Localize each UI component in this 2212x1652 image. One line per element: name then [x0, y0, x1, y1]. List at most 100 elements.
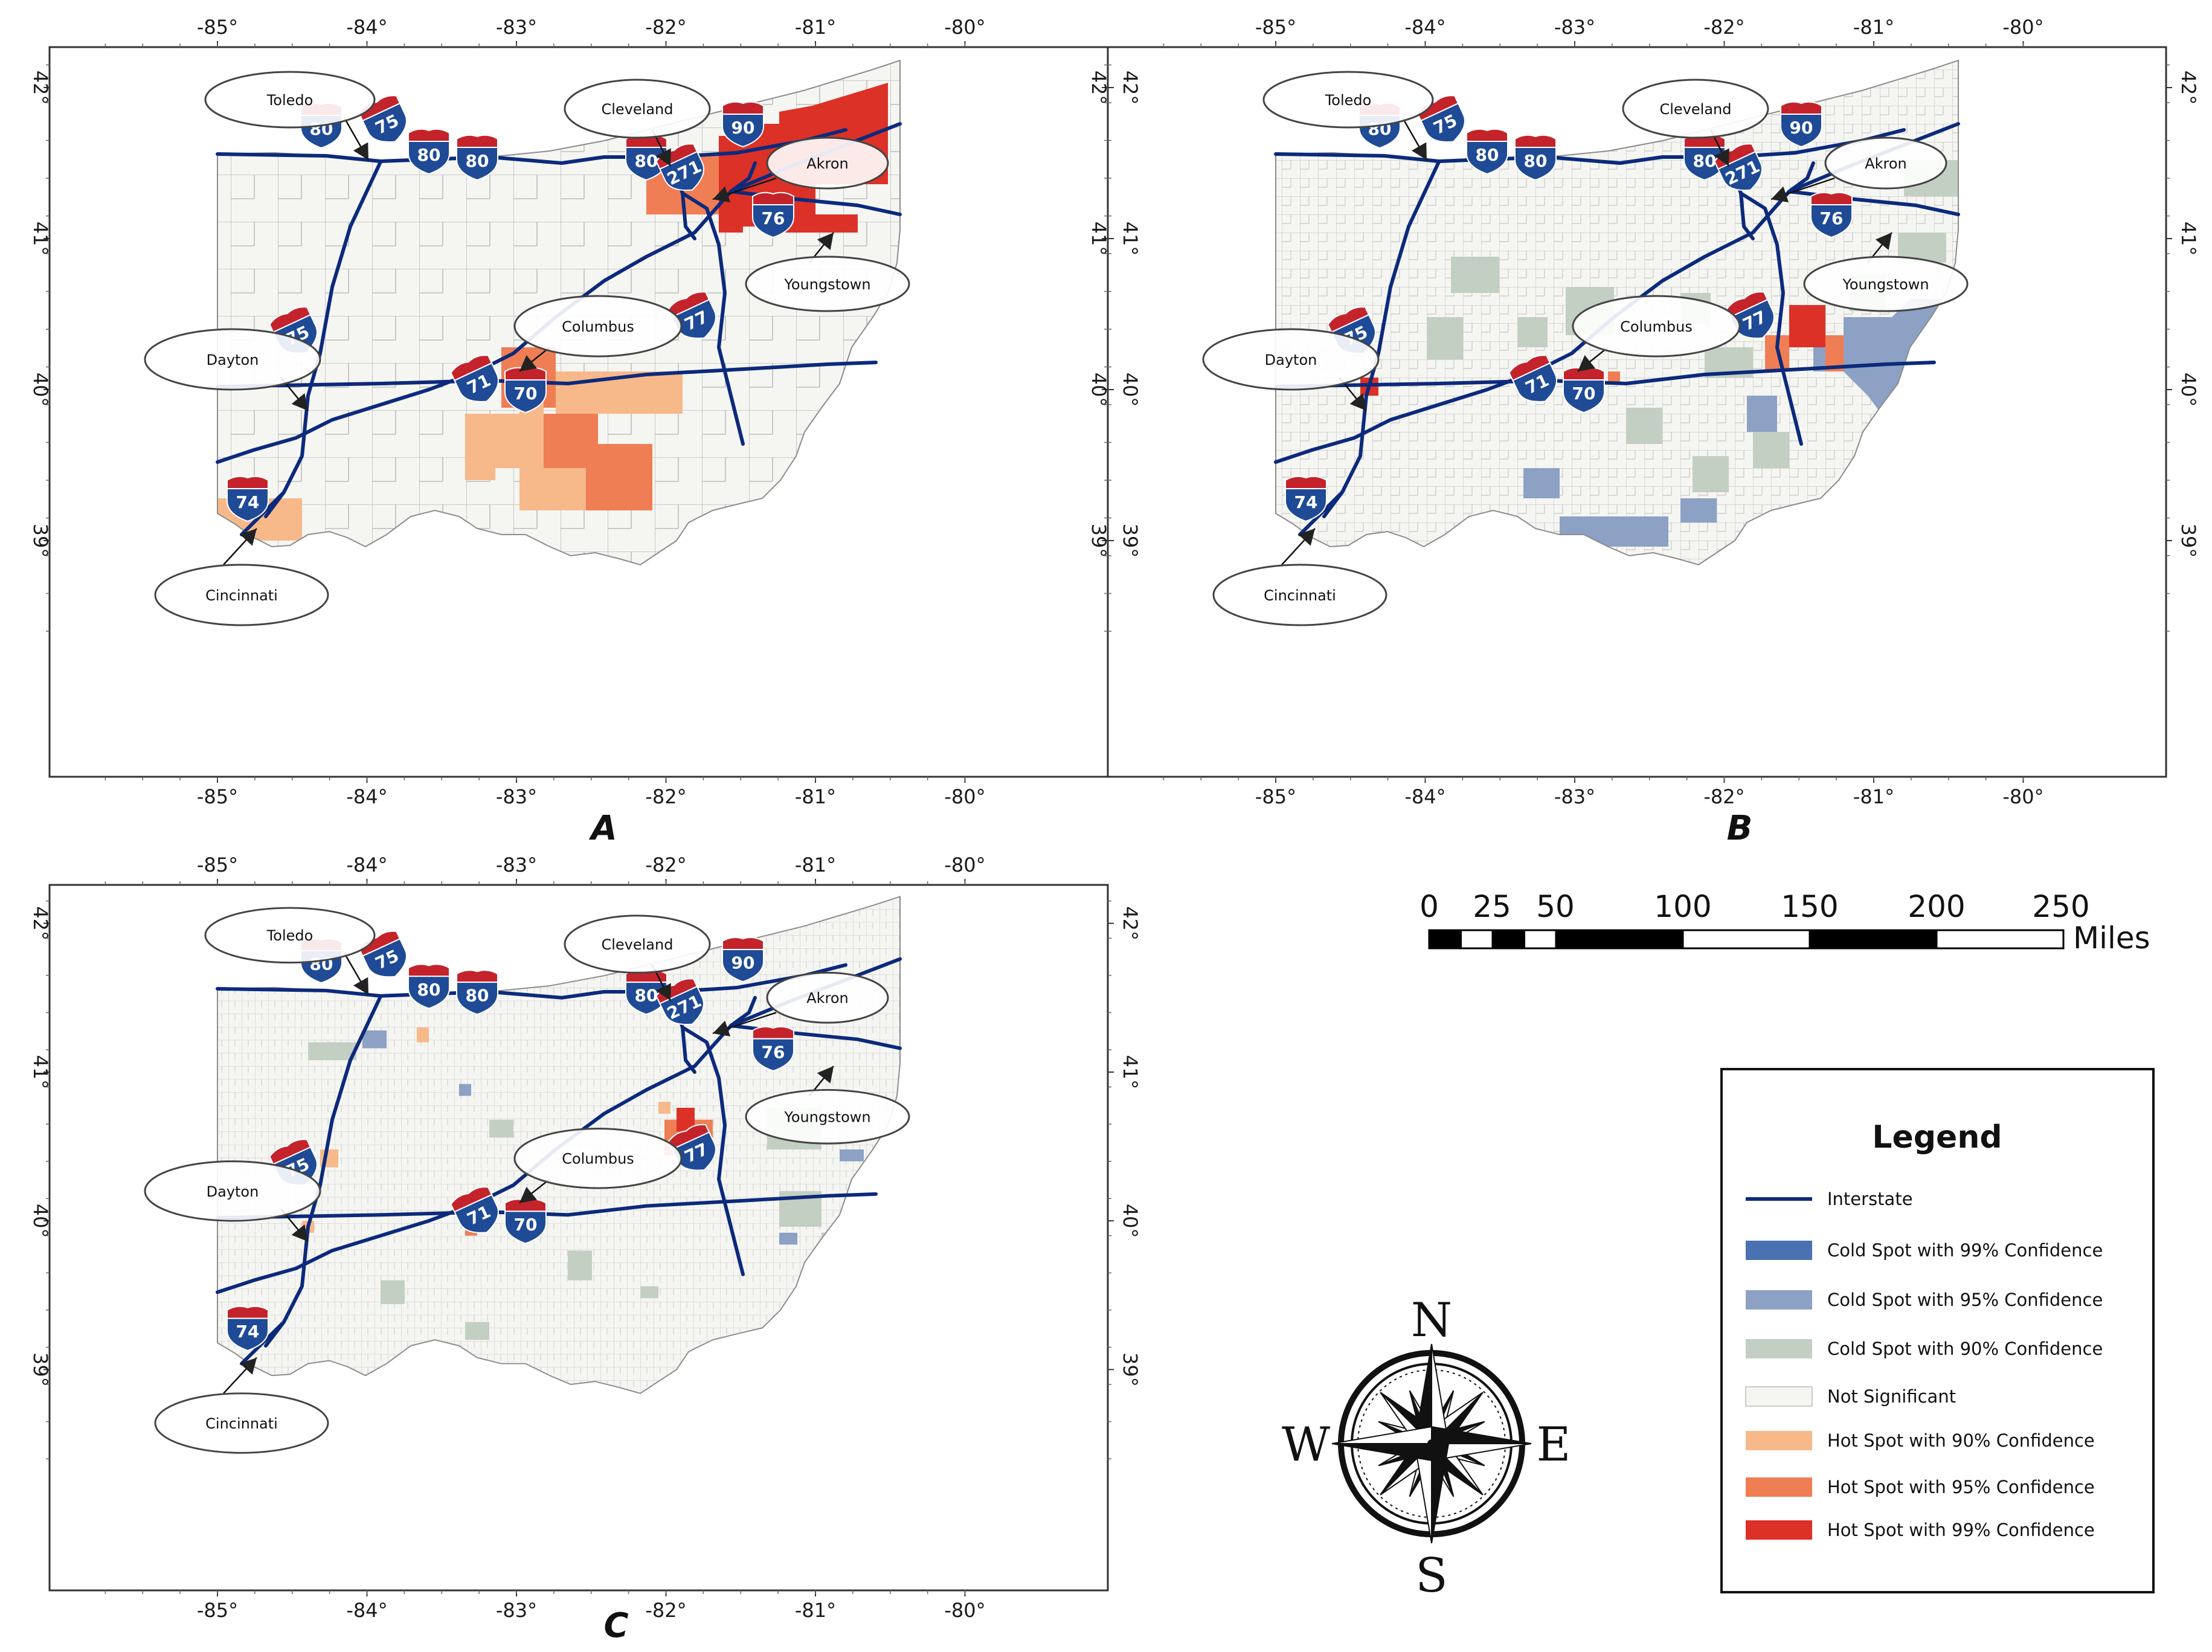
scale-label-100: 100: [1654, 889, 1711, 924]
city-callout: Cincinnati: [154, 1357, 329, 1454]
scale-segment: [1523, 929, 1557, 950]
city-label: Cleveland: [602, 936, 674, 953]
interstate-line: [216, 1192, 878, 1220]
legend-swatch: [1746, 1520, 1812, 1540]
compass-n: N: [1411, 1293, 1452, 1348]
compass-point: [1331, 1425, 1432, 1444]
interstate-shield: 71: [1508, 355, 1557, 402]
interstate-line: [669, 989, 745, 1276]
city-label: Dayton: [207, 1183, 259, 1200]
lon-tick-label: -85°: [197, 16, 238, 39]
cold90-region: [381, 1280, 405, 1305]
interstate-shield: 271: [655, 978, 704, 1026]
lat-tick-label: 40°: [29, 373, 52, 407]
interstate-line: [216, 128, 847, 165]
interstate-shield: 76: [752, 191, 794, 239]
legend: Legend Interstate Cold Spot with 99% Conf…: [1720, 1068, 2155, 1593]
interstate-shield: 77: [667, 291, 716, 339]
lon-tick-label: -85°: [1255, 16, 1296, 39]
interstate-line: [681, 191, 696, 240]
cold90-region: [1693, 456, 1729, 492]
legend-title: Legend: [1872, 1119, 2002, 1155]
scale-segment: [1491, 929, 1525, 950]
scale-segment: [1428, 929, 1462, 950]
hot90-region: [465, 396, 544, 480]
city-callout: Akron: [1770, 137, 1947, 203]
interstate-number: 80: [417, 980, 441, 1000]
lon-tick-label: -80°: [944, 16, 985, 39]
cold95-region: [779, 1232, 797, 1245]
interstate-shield: 74: [227, 475, 269, 522]
lon-tick-label: -84°: [346, 16, 387, 39]
legend-swatch: [1745, 1386, 1813, 1407]
lat-tick-label: 42°: [2177, 71, 2200, 105]
lat-tick-label: 42°: [29, 906, 52, 940]
interstate-line: [1274, 128, 1906, 165]
lon-tick-label: -83°: [496, 16, 537, 39]
cold95-region: [1680, 498, 1717, 522]
cold90-region: [1427, 317, 1463, 359]
cold90-region: [1626, 408, 1662, 444]
city-callout: Cincinnati: [154, 528, 329, 626]
lon-tick-label: -85°: [197, 1599, 238, 1622]
interstate-line: [216, 963, 847, 1000]
interstate-shield: 90: [722, 937, 764, 983]
legend-item: Cold Spot with 95% Confidence: [1746, 1290, 2103, 1310]
hot95-region: [646, 169, 670, 214]
graticule-ticks: -85° -85° -84° -84° -83° -83° -82° -82° -81° -81°…: [1087, 16, 2200, 808]
interstate-line: [669, 155, 745, 446]
legend-item: Hot Spot with 95% Confidence: [1746, 1477, 2095, 1497]
interstate-line: [216, 995, 757, 1294]
lat-tick-label: 39°: [1119, 524, 1142, 558]
interstate-shield: 76: [1810, 191, 1853, 239]
city-label: Akron: [806, 155, 849, 172]
interstate-shield: 75: [1416, 95, 1465, 143]
lat-tick-label: 41°: [1119, 1055, 1142, 1090]
compass-point: [1431, 1443, 1450, 1544]
city-callout: Toledo: [204, 71, 376, 161]
lat-tick-label: 41°: [2177, 222, 2200, 256]
scale-segment: [1935, 929, 2065, 950]
lon-tick-label: -81°: [795, 1599, 836, 1622]
lat-tick-label: 42°: [29, 71, 52, 105]
compass-point: [1331, 1443, 1432, 1462]
lat-tick-label: 41°: [29, 222, 52, 256]
lon-tick-label: -81°: [1853, 16, 1894, 39]
scale-unit: Miles: [2073, 921, 2150, 956]
legend-item: Cold Spot with 90% Confidence: [1746, 1339, 2103, 1359]
lon-tick-label: -83°: [1554, 16, 1595, 39]
interstate-shield: 70: [1563, 367, 1605, 414]
interstate-shield: 80: [408, 963, 450, 1009]
lon-tick-label: -84°: [1404, 785, 1445, 808]
lat-tick-label: 42°: [1119, 71, 1142, 105]
interstate-number: 70: [514, 1215, 538, 1235]
city-label: Columbus: [1620, 318, 1693, 335]
interstate-shield: 90: [722, 101, 764, 148]
legend-swatch: [1746, 1339, 1812, 1358]
city-label: Dayton: [207, 352, 259, 368]
scale-segment: [1555, 929, 1684, 950]
city-label: Akron: [806, 990, 849, 1007]
city-callout: Akron: [712, 137, 889, 203]
scale-segment: [1682, 929, 1811, 950]
cold90-region: [568, 1250, 592, 1281]
cold95-region: [840, 1149, 864, 1162]
city-callout: Youngstown: [745, 232, 910, 312]
legend-label: Cold Spot with 99% Confidence: [1827, 1240, 2103, 1261]
interstate-shield: 75: [358, 95, 407, 143]
lat-tick-label: 41°: [1119, 222, 1142, 256]
lon-tick-label: -83°: [496, 785, 537, 808]
interstate-shield: 70: [504, 367, 547, 414]
interstate-line: [1739, 191, 1755, 240]
city-label: Dayton: [1265, 352, 1317, 368]
lat-tick-label: 40°: [1119, 373, 1142, 407]
cold90-region: [1451, 257, 1499, 293]
interstate-number: 90: [1790, 118, 1813, 138]
graticule-ticks: -85° -85° -84° -84° -83° -83° -82° -82° -81° -81°…: [29, 16, 1142, 808]
lon-tick-label: -85°: [197, 785, 238, 808]
legend-item: Not Significant: [1745, 1386, 1956, 1407]
interstate-line: [1274, 361, 1936, 388]
scale-segment: [1460, 929, 1494, 950]
city-callout: Columbus: [513, 295, 683, 372]
city-callout: Dayton: [144, 1160, 321, 1242]
